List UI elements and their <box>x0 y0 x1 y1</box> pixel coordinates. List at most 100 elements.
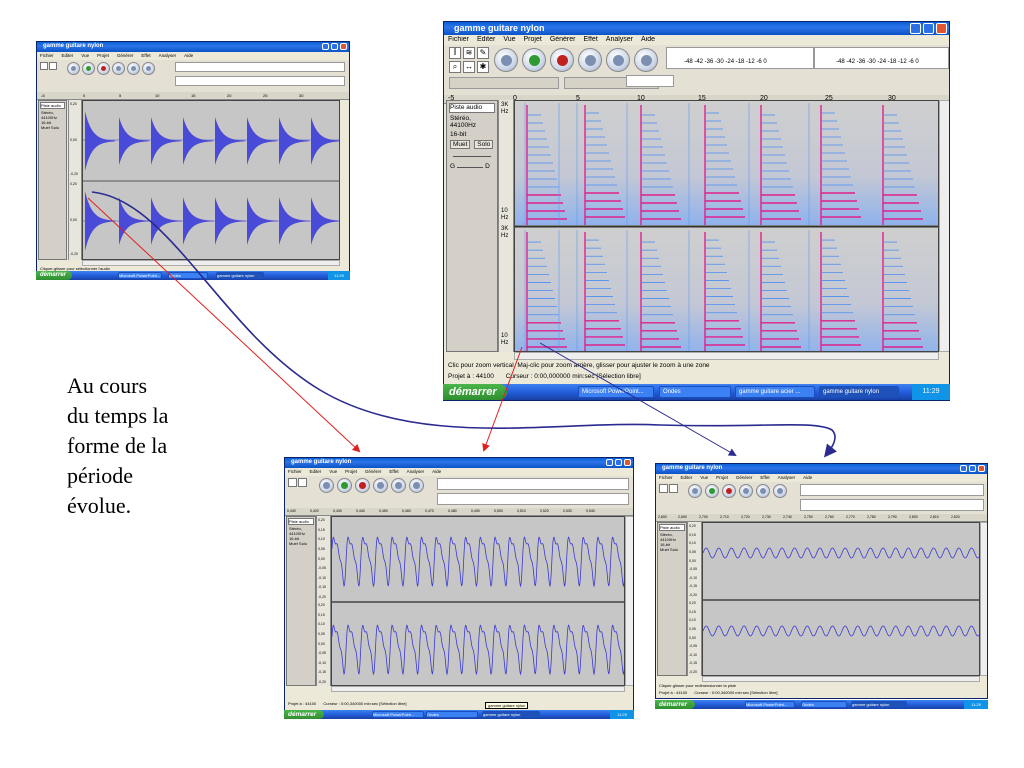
draw-tool-icon[interactable]: ✎ <box>477 47 489 59</box>
selection-tool-icon[interactable] <box>40 62 48 70</box>
rewind-button[interactable] <box>67 62 80 75</box>
rewind-button[interactable] <box>688 484 702 498</box>
skip-end-button[interactable] <box>142 62 155 75</box>
selection-tool-icon[interactable] <box>288 478 297 487</box>
record-button[interactable] <box>722 484 736 498</box>
pause-button[interactable] <box>112 62 125 75</box>
vertical-scrollbar[interactable] <box>980 522 987 676</box>
menu-item[interactable]: Editer <box>309 469 322 474</box>
horizontal-scrollbar[interactable] <box>514 352 939 360</box>
maximize-button[interactable] <box>615 459 622 466</box>
window-titlebar[interactable]: gamme guitare nylon <box>444 22 949 35</box>
menu-item[interactable]: Fichier <box>40 53 54 58</box>
output-volume-slider[interactable] <box>449 77 559 89</box>
vertical-scrollbar[interactable] <box>939 100 949 352</box>
track-control-panel[interactable]: Piste audio Stéréo, 44100Hz 16-bit Muet … <box>446 100 498 352</box>
gain-slider[interactable] <box>453 152 491 157</box>
close-button[interactable] <box>978 465 985 472</box>
project-rate[interactable]: Projet à : 44100 <box>448 373 494 380</box>
menu-item[interactable]: Aide <box>803 475 813 480</box>
stop-button[interactable] <box>127 62 140 75</box>
skip-end-button[interactable] <box>634 48 658 72</box>
waveform-view[interactable] <box>82 100 340 260</box>
mute-button[interactable]: Muet <box>289 541 298 546</box>
menu-item[interactable]: Editer <box>477 36 496 43</box>
play-button[interactable] <box>705 484 719 498</box>
menu-item[interactable]: Fichier <box>448 36 470 43</box>
taskbar-item[interactable]: Microsoft PowerPoint... <box>372 711 424 718</box>
taskbar-item[interactable]: gamme guitare nylon <box>216 272 264 279</box>
window-titlebar[interactable]: gamme guitare nylon <box>656 464 987 474</box>
menu-item[interactable]: Effet <box>389 469 399 474</box>
solo-button[interactable]: Solo <box>670 547 679 552</box>
menu-item[interactable]: Vue <box>700 475 709 480</box>
pause-button[interactable] <box>373 478 388 493</box>
start-button[interactable]: démarrer <box>284 710 324 719</box>
waveform-view[interactable] <box>331 516 625 686</box>
zoom-tool-icon[interactable]: ⌕ <box>449 61 461 73</box>
mute-button[interactable]: Muet <box>450 140 471 149</box>
taskbar-item[interactable]: Microsoft PowerPoint... <box>118 272 162 279</box>
menu-item[interactable]: Fichier <box>659 475 673 480</box>
menu-item[interactable]: Editer <box>61 53 74 58</box>
menu-item[interactable]: Effet <box>760 475 770 480</box>
taskbar-item[interactable]: Ondes <box>168 272 208 279</box>
skip-end-button[interactable] <box>773 484 787 498</box>
menu-item[interactable]: Projet <box>97 53 109 58</box>
taskbar-item[interactable]: gamme guitare nylon <box>851 701 907 708</box>
close-button[interactable] <box>936 23 947 34</box>
menu-item[interactable]: Vue <box>329 469 338 474</box>
menu-item[interactable]: Vue <box>81 53 90 58</box>
menu-item[interactable]: Aide <box>184 53 194 58</box>
menu-item[interactable]: Projet <box>716 475 728 480</box>
input-source-select[interactable] <box>626 75 674 87</box>
multi-tool-icon[interactable]: ✱ <box>477 61 489 73</box>
taskbar-item[interactable]: Ondes <box>659 386 731 398</box>
menu-item[interactable]: Générer <box>735 475 753 480</box>
pause-button[interactable] <box>578 48 602 72</box>
track-name[interactable]: Piste audio <box>659 524 685 531</box>
skip-end-button[interactable] <box>409 478 424 493</box>
menu-item[interactable]: Aide <box>432 469 442 474</box>
project-rate[interactable]: Projet à : 44100 <box>659 690 688 695</box>
pause-button[interactable] <box>739 484 753 498</box>
waveform-view[interactable] <box>702 522 980 676</box>
timeline-ruler[interactable]: 2,800 2,690 2,700 2,710 2,720 2,730 2,74… <box>656 514 987 522</box>
edit-toolbar[interactable] <box>694 75 944 89</box>
selection-tool-icon[interactable] <box>659 484 668 493</box>
envelope-tool-icon[interactable]: ≋ <box>463 47 475 59</box>
menu-item[interactable]: Analyser <box>605 36 634 43</box>
project-rate[interactable]: Projet à : 44100 <box>288 701 317 706</box>
mute-button[interactable]: Muet <box>660 547 669 552</box>
track-name[interactable]: Piste audio <box>40 102 65 109</box>
menu-item[interactable]: Vue <box>503 36 516 43</box>
timeline-ruler[interactable]: 0,440 0,420 0,430 0,440 0,450 0,460 0,47… <box>285 508 633 516</box>
input-meter[interactable] <box>814 47 949 69</box>
stop-button[interactable] <box>391 478 406 493</box>
output-meter[interactable] <box>666 47 814 69</box>
horizontal-scrollbar[interactable] <box>702 676 980 682</box>
track-control-panel[interactable]: Piste audio Stéréo, 44100Hz 16-bit Muet … <box>38 100 67 260</box>
menu-item[interactable]: Projet <box>523 36 542 43</box>
timeline-ruler[interactable]: -5 0 5 10 15 20 25 30 <box>37 92 349 100</box>
record-button[interactable] <box>550 48 574 72</box>
minimize-button[interactable] <box>910 23 921 34</box>
menu-item[interactable]: Générer <box>364 469 382 474</box>
menu-item[interactable]: Effet <box>583 36 598 43</box>
horizontal-scrollbar[interactable] <box>331 686 625 692</box>
timeshift-tool-icon[interactable]: ↔ <box>463 61 475 73</box>
taskbar-item[interactable]: Ondes <box>426 711 478 718</box>
solo-button[interactable]: Solo <box>299 541 308 546</box>
envelope-tool-icon[interactable] <box>669 484 678 493</box>
stop-button[interactable] <box>756 484 770 498</box>
menu-item[interactable]: Aide <box>641 36 656 43</box>
minimize-button[interactable] <box>606 459 613 466</box>
record-button[interactable] <box>355 478 370 493</box>
menu-item[interactable]: Fichier <box>288 469 302 474</box>
taskbar-item[interactable]: gamme guitare nylon <box>819 386 899 398</box>
play-button[interactable] <box>522 48 546 72</box>
minimize-button[interactable] <box>322 43 329 50</box>
menu-item[interactable]: Effet <box>141 53 151 58</box>
output-meter[interactable] <box>175 62 345 72</box>
stop-button[interactable] <box>606 48 630 72</box>
